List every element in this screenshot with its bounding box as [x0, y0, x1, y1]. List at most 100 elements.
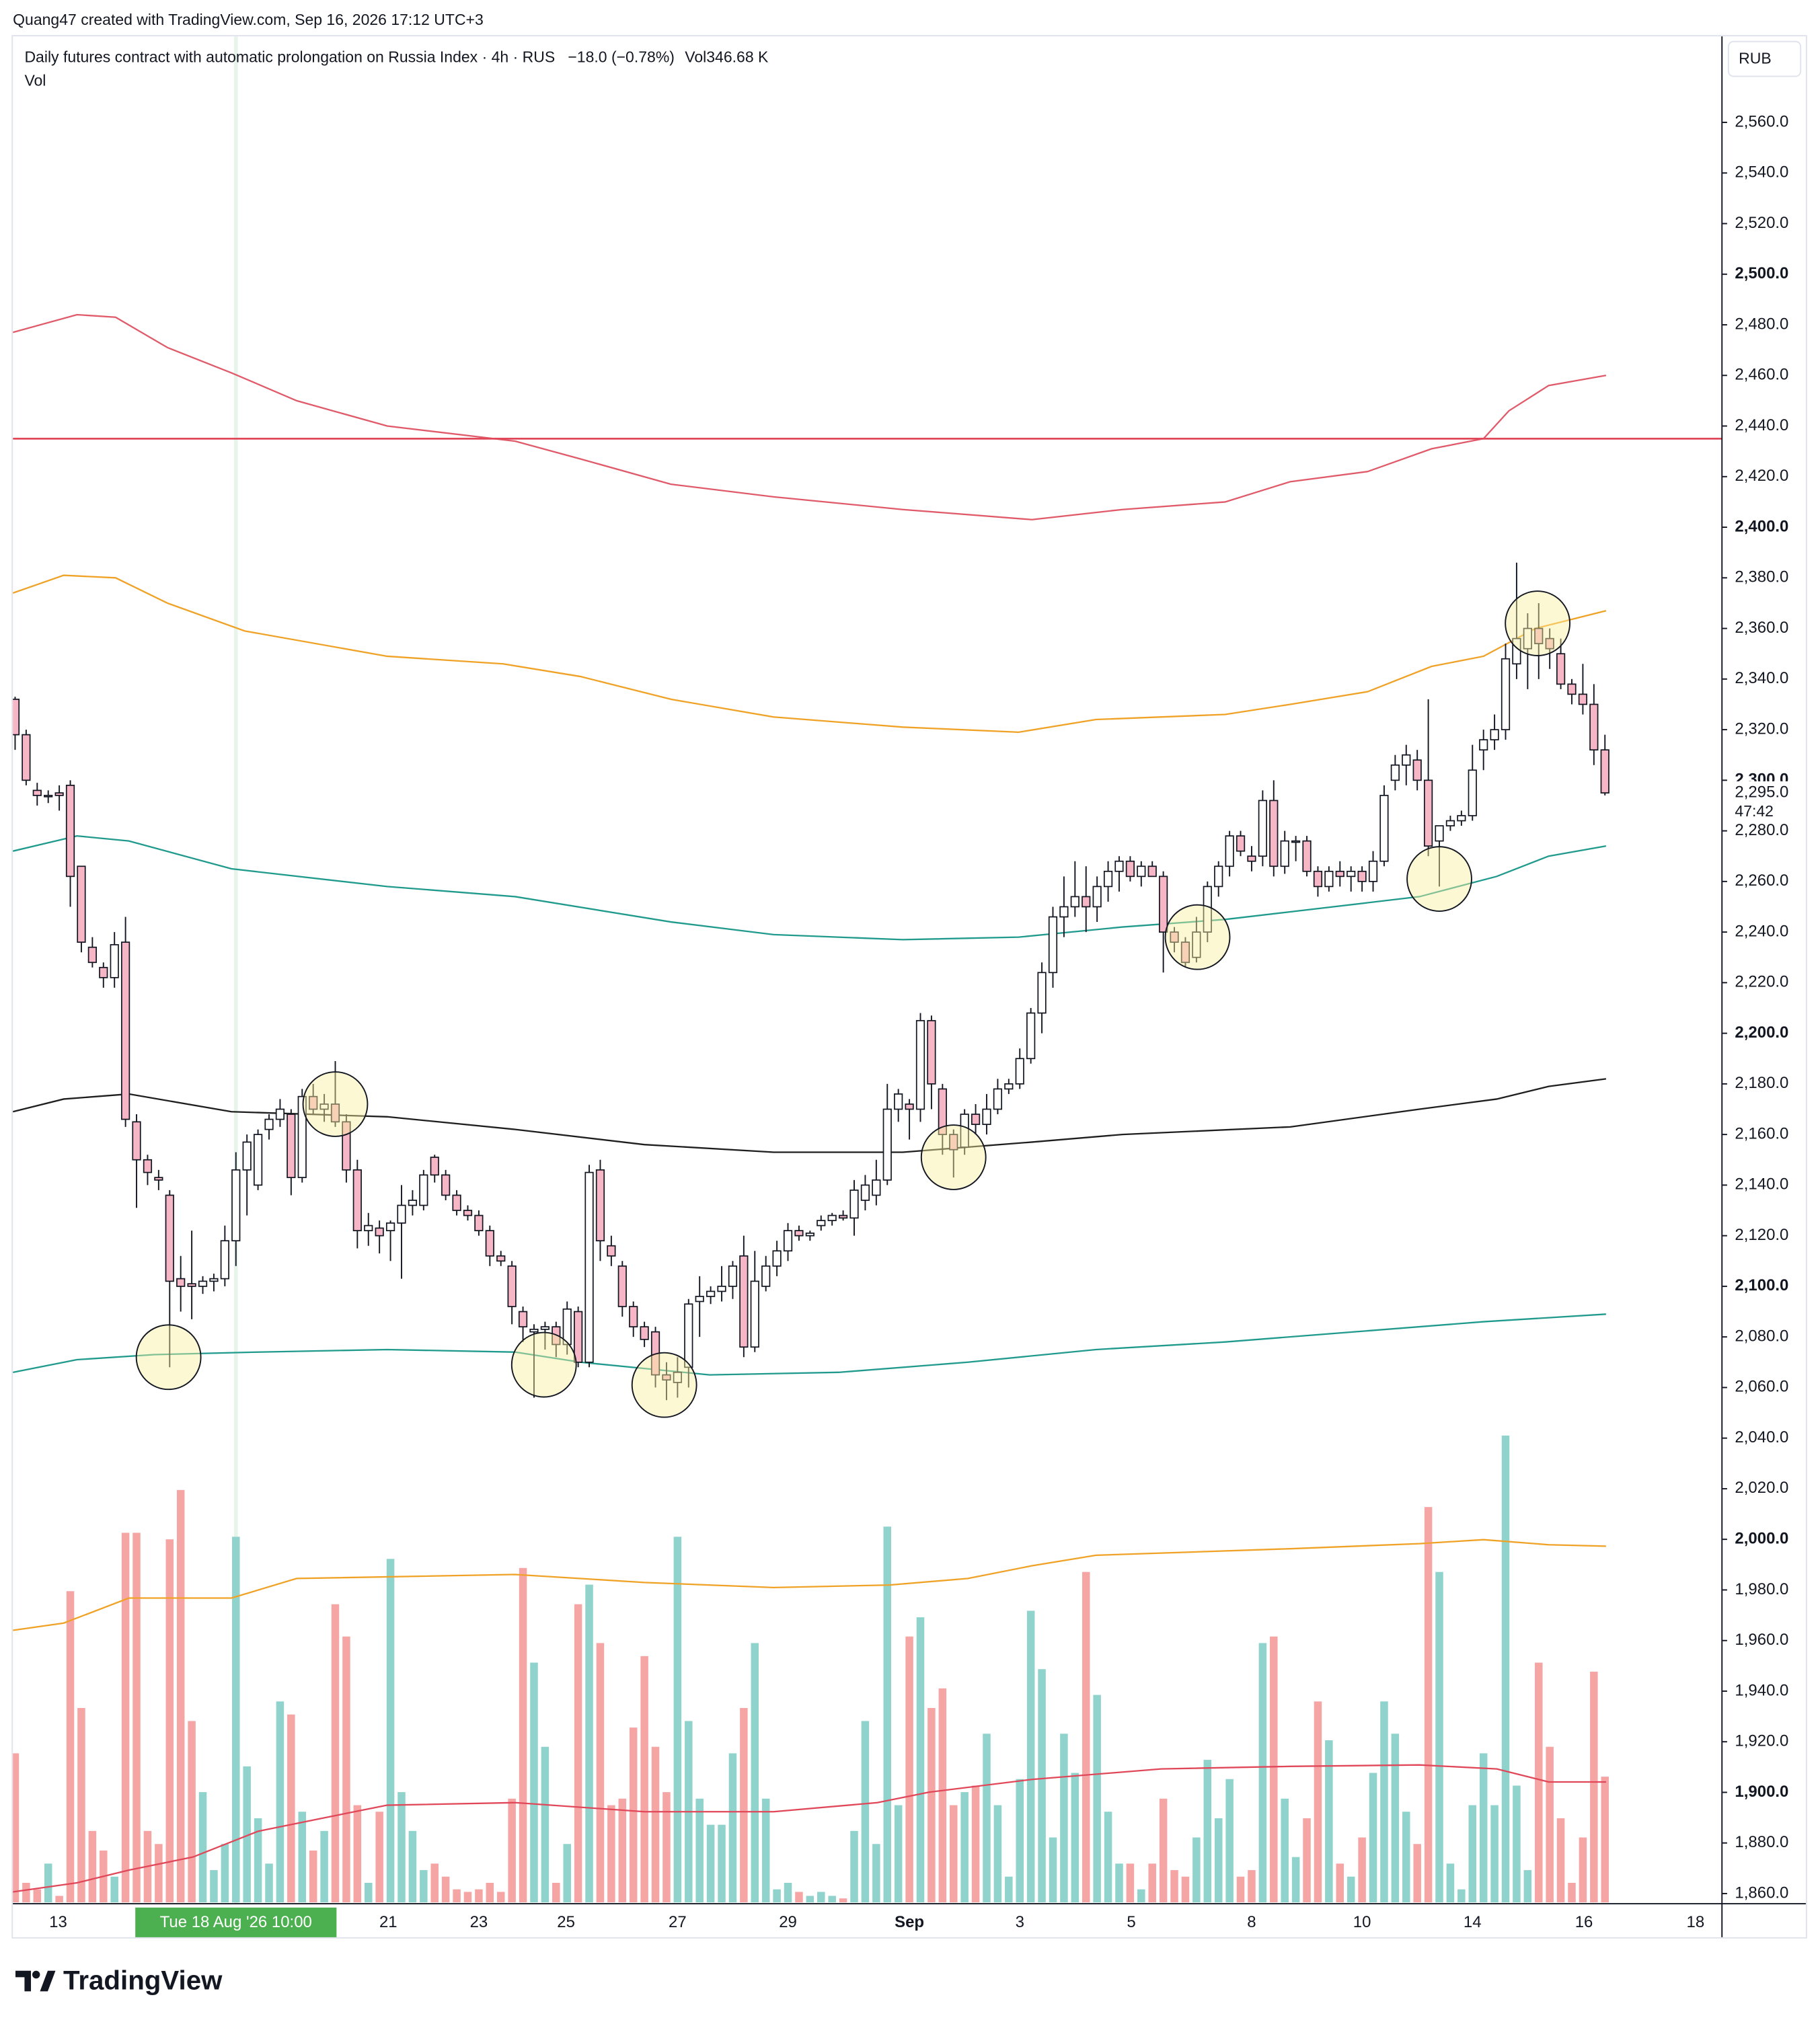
volume-bar [806, 1896, 814, 1903]
volume-bar [331, 1604, 340, 1903]
volume-bar [530, 1662, 538, 1903]
volume-bar [463, 1892, 472, 1903]
candle-body [1567, 683, 1577, 695]
volume-bar [1049, 1837, 1057, 1903]
volume-bar [22, 1882, 30, 1903]
volume-bar [1115, 1863, 1123, 1903]
volume-bar [353, 1805, 362, 1903]
volume-bar [1468, 1805, 1477, 1903]
candle-body [562, 1308, 572, 1346]
currency-label[interactable]: RUB [1739, 50, 1772, 67]
legend-volume-label: Vol [685, 48, 706, 66]
x-tick-label: 3 [1016, 1913, 1024, 1931]
volume-bar [541, 1746, 549, 1903]
candle-body [65, 784, 75, 878]
logo-text: TradingView [63, 1966, 223, 1996]
volume-bar [1380, 1701, 1388, 1903]
candle-body [717, 1286, 726, 1292]
volume-bar [1556, 1818, 1565, 1903]
volume-bar [651, 1746, 660, 1903]
candle-body [1269, 800, 1279, 867]
volume-bar [496, 1892, 505, 1903]
candle-body [408, 1200, 418, 1206]
volume-bar [563, 1844, 571, 1903]
volume-bar [872, 1844, 880, 1903]
candle-body [342, 1121, 351, 1171]
y-tick-label: 2,240.0 [1735, 922, 1788, 940]
volume-bar [441, 1876, 450, 1903]
volume-bar [420, 1870, 428, 1903]
candle-body [1291, 840, 1301, 843]
volume-bar [894, 1805, 903, 1903]
attribution: Quang47 created with TradingView.com, Se… [13, 11, 484, 28]
candle-body [529, 1329, 539, 1333]
x-tick-label: 27 [669, 1913, 687, 1931]
volume-bar [1325, 1740, 1333, 1903]
volume-bar [1590, 1672, 1598, 1903]
volume-bar [1005, 1876, 1013, 1903]
x-tick-label: 13 [49, 1913, 67, 1931]
logo: TradingView [15, 1966, 223, 1996]
candle-body [120, 941, 130, 1120]
volume-bar [1457, 1889, 1466, 1903]
y-tick-label: 2,340.0 [1735, 669, 1788, 687]
candle-body [1600, 749, 1609, 794]
y-tick-label: 2,320.0 [1735, 720, 1788, 738]
candle-body [297, 1095, 307, 1178]
highlight-circle [1406, 846, 1472, 912]
y-tick-label: 2,200.0 [1735, 1023, 1788, 1042]
volume-bar [1148, 1863, 1156, 1903]
y-tick-label: 1,900.0 [1735, 1783, 1788, 1801]
volume-bar [364, 1882, 373, 1903]
y-tick-label: 2,440.0 [1735, 416, 1788, 434]
candle-body [1103, 870, 1113, 888]
candle-body [309, 1095, 318, 1110]
candle-body [915, 1019, 925, 1110]
volume-bar [342, 1636, 350, 1903]
candle-body [617, 1265, 627, 1307]
volume-bar [1137, 1889, 1145, 1903]
volume-bar [1424, 1507, 1433, 1903]
x-tick-label: Sep [895, 1913, 924, 1931]
candle-body [662, 1374, 671, 1381]
candle-body [1423, 779, 1433, 847]
y-tick-label: 2,540.0 [1735, 163, 1788, 182]
volume-bar [1082, 1571, 1090, 1903]
crosshair-label: Tue 18 Aug '26 10:00 [160, 1913, 312, 1931]
volume-bar [1225, 1779, 1234, 1903]
y-tick-label: 2,120.0 [1735, 1226, 1788, 1244]
volume-bar [1601, 1777, 1609, 1903]
highlight-circle [631, 1352, 697, 1418]
candle-body [949, 1134, 958, 1151]
candle-body [1192, 931, 1201, 958]
highlight-circle [1505, 590, 1571, 656]
candle-body [287, 1114, 296, 1178]
candle-body [673, 1371, 682, 1383]
candle-body [607, 1245, 616, 1257]
volume-bar [916, 1617, 925, 1903]
candle-body [1335, 870, 1344, 878]
volume-bar [232, 1537, 240, 1903]
volume-bar [475, 1889, 483, 1903]
y-tick-label: 2,480.0 [1735, 315, 1788, 333]
volume-bar [1490, 1805, 1499, 1903]
volume-bar [1203, 1760, 1212, 1903]
volume-bar [1248, 1870, 1256, 1903]
volume-bar [740, 1707, 748, 1903]
candle-body [87, 946, 97, 964]
volume-bar [155, 1844, 163, 1903]
volume-bar [1314, 1701, 1322, 1903]
volume-bar [13, 1753, 20, 1903]
volume-bar [1336, 1863, 1344, 1903]
candle-body [927, 1019, 936, 1085]
volume-bar [1170, 1870, 1178, 1903]
candle-body [419, 1174, 428, 1206]
candle-body [1137, 865, 1146, 878]
highlight-circle [302, 1071, 369, 1137]
currency-button[interactable] [1727, 40, 1802, 77]
candle-body [1412, 759, 1422, 781]
candle-body [849, 1190, 859, 1219]
candle-body [684, 1303, 693, 1368]
volume-bar [983, 1734, 991, 1903]
